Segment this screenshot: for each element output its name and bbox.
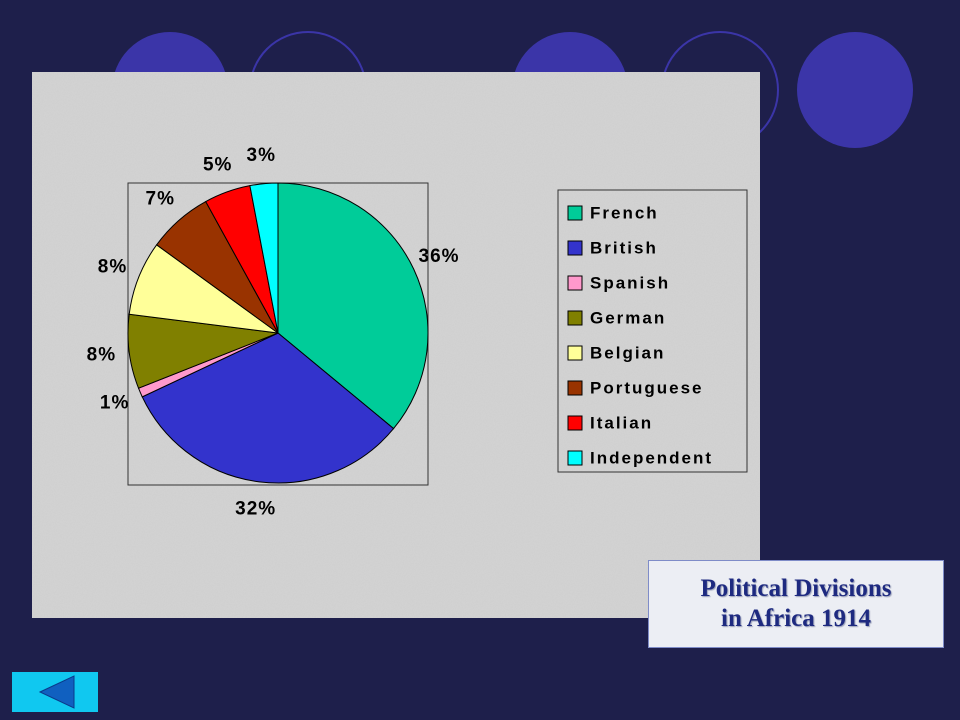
data-label: 32%	[235, 499, 276, 520]
pie-slice	[277, 182, 429, 430]
data-label: 5%	[203, 155, 232, 176]
legend-swatch	[567, 275, 583, 291]
legend-swatch	[567, 450, 583, 466]
legend-label: French	[590, 203, 659, 222]
legend-label: German	[590, 308, 666, 327]
legend-swatch	[567, 415, 583, 431]
legend-swatch	[567, 310, 583, 326]
pie-slice	[141, 332, 395, 484]
data-label: 8%	[98, 256, 127, 277]
back-icon	[38, 675, 75, 709]
legend-swatch	[567, 380, 583, 396]
legend-box	[557, 189, 748, 473]
legend-label: Independent	[590, 448, 713, 467]
data-label: 1%	[100, 393, 129, 414]
legend-label: Portuguese	[590, 378, 704, 397]
legend-swatch	[567, 205, 583, 221]
legend-label: British	[590, 238, 658, 257]
data-label: 7%	[146, 188, 175, 209]
title-line: Political Divisions	[700, 575, 892, 602]
legend-label: Belgian	[590, 343, 665, 362]
pie-slice	[249, 182, 279, 334]
title-line: in Africa 1914	[721, 605, 871, 632]
data-label: 36%	[419, 246, 460, 267]
legend-label: Spanish	[590, 273, 670, 292]
data-label: 8%	[87, 344, 116, 365]
back-button[interactable]	[12, 672, 98, 712]
data-label: 3%	[247, 145, 276, 166]
legend-swatch	[567, 240, 583, 256]
legend-swatch	[567, 345, 583, 361]
legend-label: Italian	[590, 413, 653, 432]
slide-title: Political Divisions in Africa 1914	[648, 560, 944, 648]
